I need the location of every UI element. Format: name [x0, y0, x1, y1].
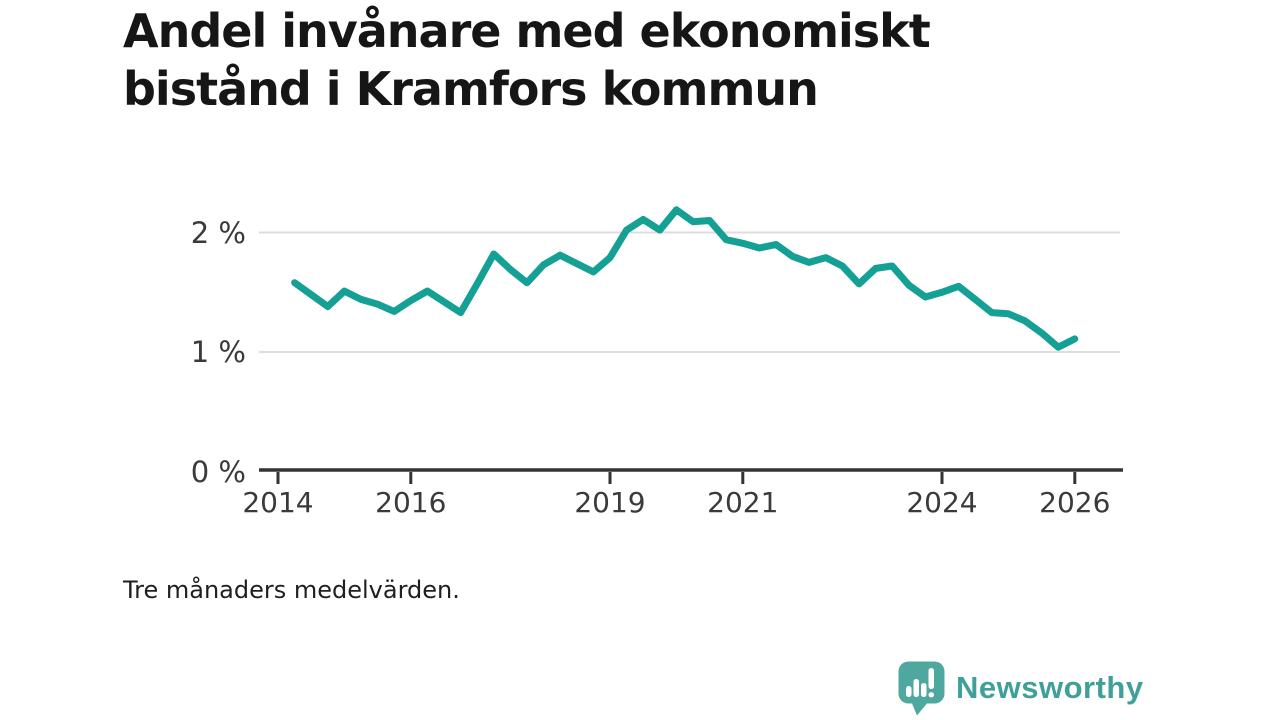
y-tick-label: 1 % [190, 335, 246, 369]
data-line [291, 206, 1079, 351]
x-tick-label: 2019 [574, 486, 646, 519]
footnote: Tre månaders medelvärden. [123, 576, 460, 604]
y-tick-label: 2 % [190, 215, 246, 250]
x-tick-label: 2016 [375, 486, 447, 519]
x-tick-label: 2026 [1039, 486, 1111, 519]
x-tick-label: 2024 [906, 486, 978, 519]
newsworthy-logo: Newsworthy [898, 661, 1144, 716]
bar-chart-speech-bubble-icon [898, 661, 945, 716]
x-tick-label: 2014 [242, 486, 314, 519]
x-tick-label: 2021 [707, 486, 779, 519]
newsworthy-wordmark: Newsworthy [956, 670, 1144, 705]
chart-title: Andel invånare med ekonomiskt bistånd i … [123, 4, 931, 116]
y-tick-label: 0 % [190, 454, 246, 489]
